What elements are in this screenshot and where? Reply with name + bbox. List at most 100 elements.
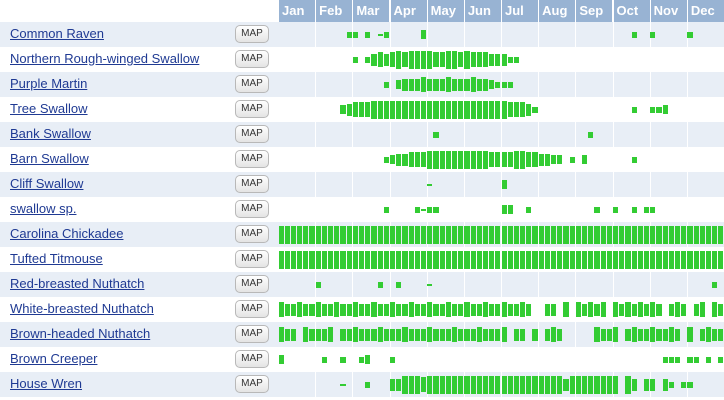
month-divider bbox=[501, 272, 502, 297]
frequency-bar bbox=[365, 355, 371, 364]
frequency-bar bbox=[551, 225, 557, 244]
frequency-bar-chart bbox=[278, 72, 724, 97]
frequency-bar bbox=[408, 302, 414, 317]
frequency-bar bbox=[656, 250, 662, 269]
frequency-bar bbox=[414, 78, 420, 91]
month-divider bbox=[538, 72, 540, 97]
frequency-bar bbox=[278, 225, 284, 244]
frequency-bar bbox=[427, 50, 433, 69]
frequency-bar bbox=[476, 100, 482, 119]
frequency-bar bbox=[359, 328, 365, 341]
frequency-bar bbox=[433, 328, 439, 341]
frequency-bar bbox=[328, 225, 334, 244]
frequency-bar bbox=[303, 303, 309, 316]
species-link[interactable]: Brown-headed Nuthatch bbox=[10, 326, 151, 341]
frequency-bar bbox=[482, 375, 489, 394]
frequency-bar bbox=[427, 206, 433, 213]
month-label-jul: Jul bbox=[501, 0, 539, 22]
map-button[interactable]: MAP bbox=[235, 225, 269, 243]
map-button[interactable]: MAP bbox=[235, 300, 269, 318]
map-button[interactable]: MAP bbox=[235, 125, 269, 143]
frequency-bar bbox=[334, 302, 340, 317]
species-link[interactable]: Bank Swallow bbox=[10, 126, 91, 141]
species-row: Brown Creeper MAP bbox=[0, 347, 724, 372]
species-link[interactable]: swallow sp. bbox=[10, 201, 77, 216]
species-link[interactable]: Tufted Titmouse bbox=[10, 251, 103, 266]
map-button[interactable]: MAP bbox=[235, 275, 269, 293]
month-divider bbox=[575, 197, 577, 222]
frequency-bar bbox=[495, 152, 501, 167]
frequency-bar bbox=[328, 303, 334, 316]
frequency-bar bbox=[458, 303, 464, 316]
frequency-bar bbox=[718, 356, 724, 363]
frequency-bar bbox=[495, 81, 501, 88]
frequency-bar bbox=[470, 250, 476, 269]
frequency-bar bbox=[328, 327, 334, 342]
month-divider bbox=[575, 347, 577, 372]
frequency-bar bbox=[544, 153, 551, 166]
month-divider bbox=[352, 347, 354, 372]
map-button[interactable]: MAP bbox=[235, 325, 269, 343]
frequency-bar bbox=[451, 327, 458, 342]
frequency-bar bbox=[495, 375, 501, 394]
frequency-bar bbox=[464, 50, 470, 69]
frequency-bar-chart bbox=[278, 347, 724, 372]
species-link[interactable]: Carolina Chickadee bbox=[10, 226, 124, 241]
map-button[interactable]: MAP bbox=[235, 75, 269, 93]
species-link[interactable]: Brown Creeper bbox=[10, 351, 98, 366]
month-divider bbox=[575, 272, 577, 297]
month-divider bbox=[352, 147, 354, 172]
month-divider bbox=[649, 272, 651, 297]
frequency-bar bbox=[365, 250, 371, 269]
frequency-bar bbox=[464, 100, 470, 119]
species-link[interactable]: Purple Martin bbox=[10, 76, 88, 91]
frequency-bar bbox=[377, 100, 383, 119]
map-button[interactable]: MAP bbox=[235, 150, 269, 168]
frequency-bar-chart bbox=[278, 22, 724, 47]
frequency-bar bbox=[712, 281, 718, 288]
species-link[interactable]: White-breasted Nuthatch bbox=[10, 301, 154, 316]
frequency-bar bbox=[520, 328, 526, 341]
map-button[interactable]: MAP bbox=[235, 375, 269, 393]
frequency-bar bbox=[445, 375, 451, 394]
month-divider bbox=[575, 172, 577, 197]
map-button[interactable]: MAP bbox=[235, 250, 269, 268]
frequency-bar bbox=[352, 31, 359, 38]
frequency-bar bbox=[687, 327, 693, 342]
map-button[interactable]: MAP bbox=[235, 200, 269, 218]
map-button[interactable]: MAP bbox=[235, 25, 269, 43]
species-name-cell: Bank Swallow MAP bbox=[0, 122, 278, 147]
month-divider bbox=[463, 347, 465, 372]
frequency-bar bbox=[551, 375, 557, 394]
frequency-bar bbox=[606, 375, 612, 394]
month-divider bbox=[315, 47, 317, 72]
frequency-bar bbox=[501, 205, 507, 214]
frequency-bar bbox=[439, 303, 445, 316]
species-row: swallow sp. MAP bbox=[0, 197, 724, 222]
frequency-bar bbox=[718, 225, 724, 244]
frequency-bar bbox=[383, 53, 389, 66]
species-link[interactable]: Tree Swallow bbox=[10, 101, 88, 116]
map-button[interactable]: MAP bbox=[235, 50, 269, 68]
month-divider bbox=[352, 272, 354, 297]
species-link[interactable]: Barn Swallow bbox=[10, 151, 89, 166]
map-button[interactable]: MAP bbox=[235, 350, 269, 368]
frequency-bar bbox=[470, 150, 476, 169]
frequency-bar bbox=[588, 131, 594, 138]
month-divider bbox=[686, 122, 688, 147]
month-divider bbox=[649, 347, 651, 372]
map-button[interactable]: MAP bbox=[235, 175, 269, 193]
month-divider bbox=[575, 47, 577, 72]
frequency-bar bbox=[458, 225, 464, 244]
month-divider bbox=[686, 197, 688, 222]
frequency-bar bbox=[402, 250, 408, 269]
species-link[interactable]: House Wren bbox=[10, 376, 83, 391]
species-link[interactable]: Northern Rough-winged Swallow bbox=[10, 51, 200, 66]
map-button[interactable]: MAP bbox=[235, 100, 269, 118]
species-link[interactable]: Common Raven bbox=[10, 26, 104, 41]
frequency-bar bbox=[705, 225, 712, 244]
species-link[interactable]: Red-breasted Nuthatch bbox=[10, 276, 145, 291]
species-link[interactable]: Cliff Swallow bbox=[10, 176, 84, 191]
month-divider bbox=[575, 22, 577, 47]
month-divider bbox=[538, 47, 540, 72]
